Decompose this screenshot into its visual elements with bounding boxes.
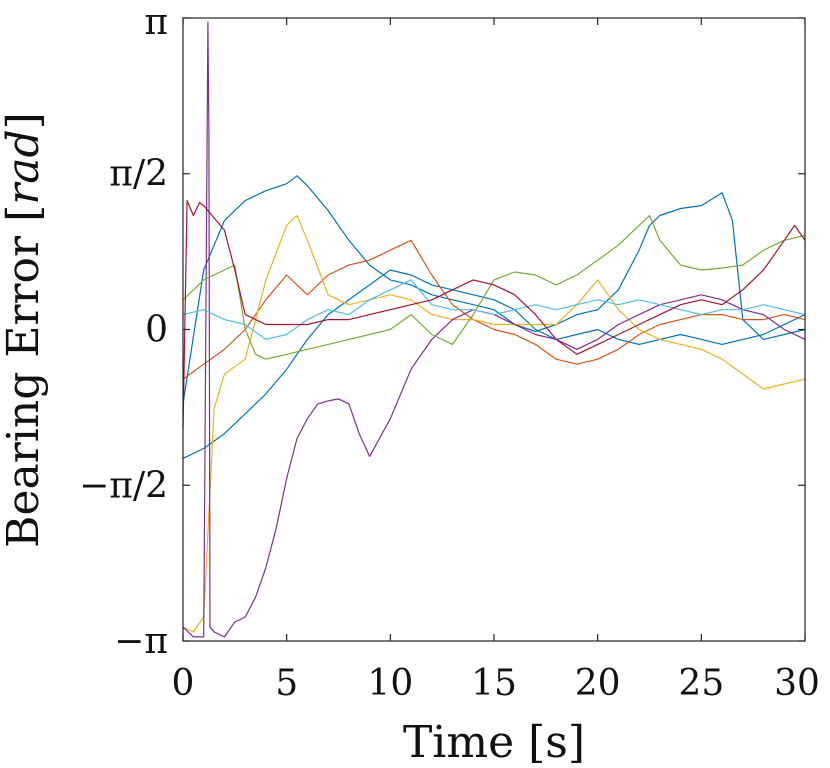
x-tick-label: 5 xyxy=(275,663,298,704)
series-line-2 xyxy=(182,269,806,459)
series-line-7 xyxy=(182,279,806,340)
y-tick-label: π xyxy=(144,2,168,43)
x-tick-label: 20 xyxy=(575,663,621,704)
series-line-1 xyxy=(182,175,806,404)
y-tick-label: π/2 xyxy=(109,154,168,195)
x-tick-label: 30 xyxy=(774,663,820,704)
series-layer xyxy=(182,21,806,638)
x-axis-label: Time [s] xyxy=(403,717,585,768)
y-tick-label: −π xyxy=(114,621,168,662)
series-line-8 xyxy=(182,200,806,429)
x-tick-label: 10 xyxy=(367,663,413,704)
y-tick-label: −π/2 xyxy=(79,465,168,506)
y-axis-label-prefix: Bearing Error [ xyxy=(0,205,49,548)
ticks-layer xyxy=(182,17,806,642)
series-line-6 xyxy=(182,214,806,360)
x-tick-label: 15 xyxy=(471,663,517,704)
y-axis-label-suffix: ] xyxy=(0,112,49,129)
y-axis-label-unit: rad xyxy=(0,129,49,204)
y-axis-label: Bearing Error [rad] xyxy=(0,112,49,548)
tick-labels-layer: 0 5 10 15 20 25 30 −π −π/2 0 π/2 π xyxy=(79,2,820,704)
x-tick-label: 0 xyxy=(172,663,195,704)
x-tick-label: 25 xyxy=(678,663,724,704)
series-line-4 xyxy=(182,214,806,633)
y-tick-label: 0 xyxy=(145,310,168,351)
